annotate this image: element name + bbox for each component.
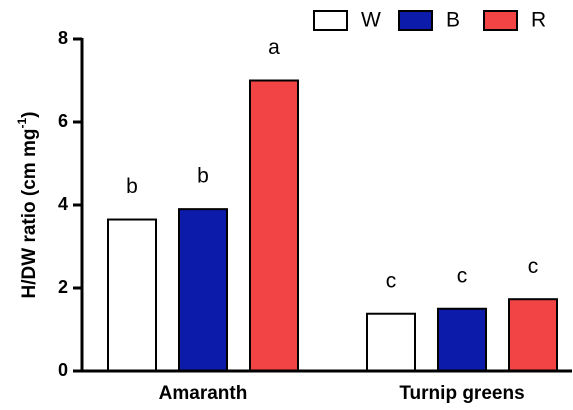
bar [107, 218, 157, 372]
bar [437, 307, 487, 372]
annotation: b [126, 175, 138, 198]
y-axis-label-superscript: -1 [15, 118, 29, 129]
y-axis-label-suffix: ) [19, 112, 40, 118]
annotation: b [197, 165, 209, 188]
y-tick-label: 8 [58, 28, 68, 48]
bar [178, 208, 228, 372]
bar [249, 79, 299, 372]
legend-label: W [361, 9, 381, 32]
y-tick-label: 0 [58, 360, 68, 380]
y-axis-label-text: H/DW ratio (cm mg [19, 129, 40, 299]
x-tick-label: Turnip greens [399, 383, 524, 404]
y-tick-label: 6 [58, 111, 68, 131]
y-axis-label: H/DW ratio (cm mg-1) [15, 112, 40, 299]
bar [508, 298, 558, 372]
annotation: c [528, 255, 539, 278]
y-tick-label: 2 [58, 277, 68, 297]
annotation: c [457, 264, 468, 287]
legend-swatch [398, 10, 433, 31]
x-tick-label: Amaranth [159, 383, 248, 404]
y-tick-label: 4 [58, 194, 68, 214]
bar [366, 312, 416, 373]
legend-swatch [483, 10, 518, 31]
annotation: a [268, 36, 280, 59]
legend-label: B [446, 9, 460, 32]
legend-label: R [531, 9, 546, 32]
annotation: c [386, 269, 397, 292]
legend-swatch [313, 10, 348, 31]
